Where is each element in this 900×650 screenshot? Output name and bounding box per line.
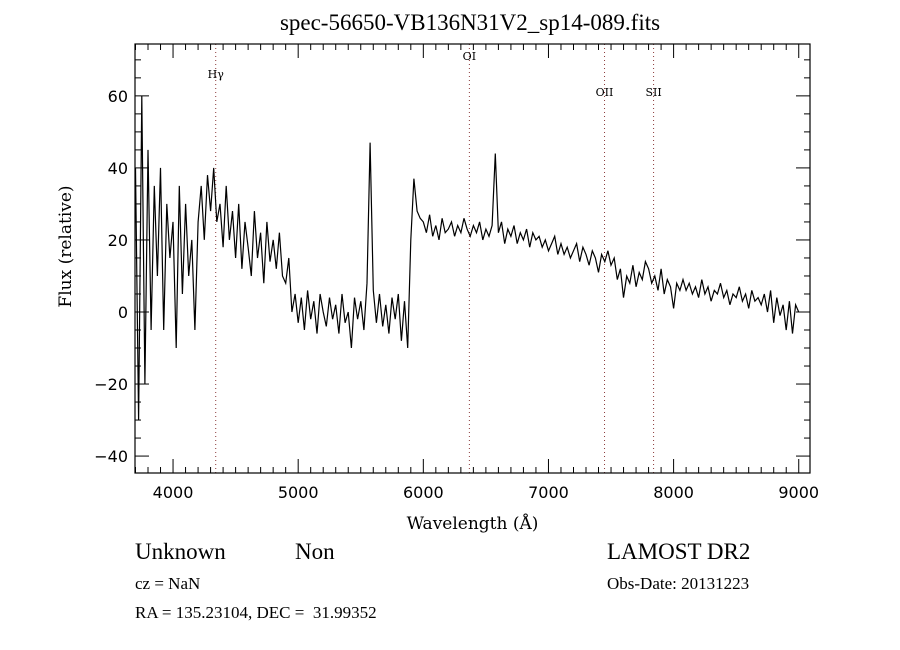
x-axis-label: Wavelength (Å): [407, 513, 539, 534]
x-tick-label: 6000: [403, 483, 444, 502]
x-tick-label: 4000: [153, 483, 194, 502]
line-marker-label: OI: [463, 50, 476, 63]
coordinates-label: RA = 135.23104, DEC = 31.99352: [135, 603, 377, 622]
object-class: Unknown: [135, 539, 226, 564]
y-tick-label: −40: [94, 447, 128, 466]
y-tick-label: 60: [108, 87, 128, 106]
line-marker-label: SII: [645, 86, 661, 99]
redshift-label: cz = NaN: [135, 574, 201, 593]
x-tick-label: 8000: [653, 483, 694, 502]
y-tick-label: 0: [118, 303, 128, 322]
spectrum-line: [134, 95, 800, 421]
y-tick-label: −20: [94, 375, 128, 394]
object-subclass: Non: [295, 539, 335, 564]
plot-frame: [134, 43, 811, 474]
line-marker-label: Hγ: [208, 68, 225, 81]
x-tick-label: 7000: [528, 483, 569, 502]
y-axis-label: Flux (relative): [56, 185, 76, 307]
survey-label: LAMOST DR2: [607, 539, 751, 564]
x-tick-label: 9000: [778, 483, 819, 502]
y-tick-label: 40: [108, 159, 128, 178]
y-tick-label: 20: [108, 231, 128, 250]
obs-date-label: Obs-Date: 20131223: [607, 574, 750, 593]
chart-title: spec-56650-VB136N31V2_sp14-089.fits: [279, 10, 661, 35]
x-tick-label: 5000: [278, 483, 319, 502]
line-marker-label: OII: [596, 86, 614, 99]
